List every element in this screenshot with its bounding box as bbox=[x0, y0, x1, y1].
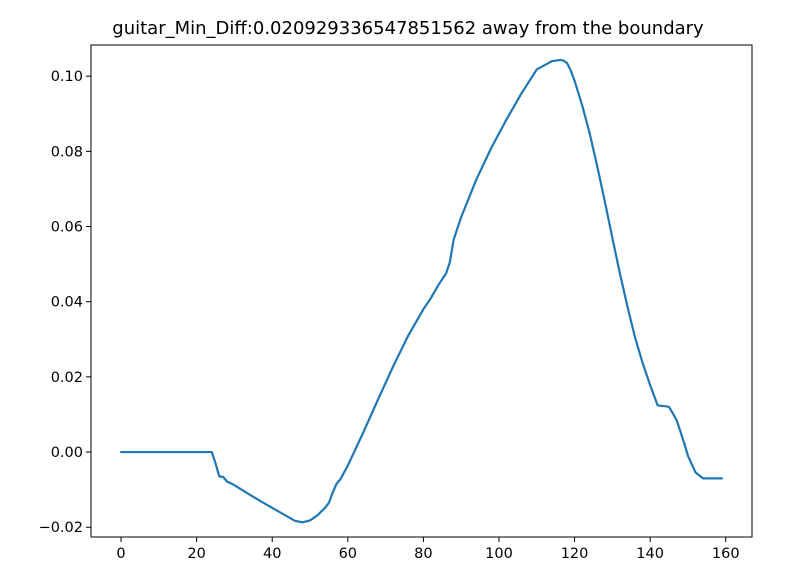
x-tick-label: 60 bbox=[339, 546, 357, 562]
y-tick-label: 0.00 bbox=[51, 445, 83, 461]
x-tick-label: 140 bbox=[636, 546, 664, 562]
x-tick-label: 160 bbox=[712, 546, 740, 562]
y-tick-label: −0.02 bbox=[39, 520, 83, 536]
series-line-0 bbox=[119, 58, 724, 524]
x-tick-label: 0 bbox=[116, 546, 125, 562]
x-tick-label: 40 bbox=[263, 546, 281, 562]
x-tick-label: 120 bbox=[561, 546, 589, 562]
chart-title: guitar_Min_Diff:0.020929336547851562 awa… bbox=[112, 18, 704, 39]
axes-frame bbox=[90, 44, 753, 538]
y-tick-label: 0.04 bbox=[51, 295, 83, 311]
x-tick-label: 20 bbox=[187, 546, 205, 562]
plot-area bbox=[119, 58, 724, 524]
x-tick-label: 100 bbox=[485, 546, 513, 562]
x-tick-label: 80 bbox=[414, 546, 432, 562]
axes: 0 20 40 60 80 100 120 140 160 −0.02 0.00 0.02 0.04 0.… bbox=[39, 44, 753, 562]
y-tick-label: 0.10 bbox=[51, 69, 83, 85]
y-tick-label: 0.06 bbox=[51, 220, 83, 236]
y-tick-label: 0.02 bbox=[51, 370, 83, 386]
y-tick-label: 0.08 bbox=[51, 144, 83, 160]
